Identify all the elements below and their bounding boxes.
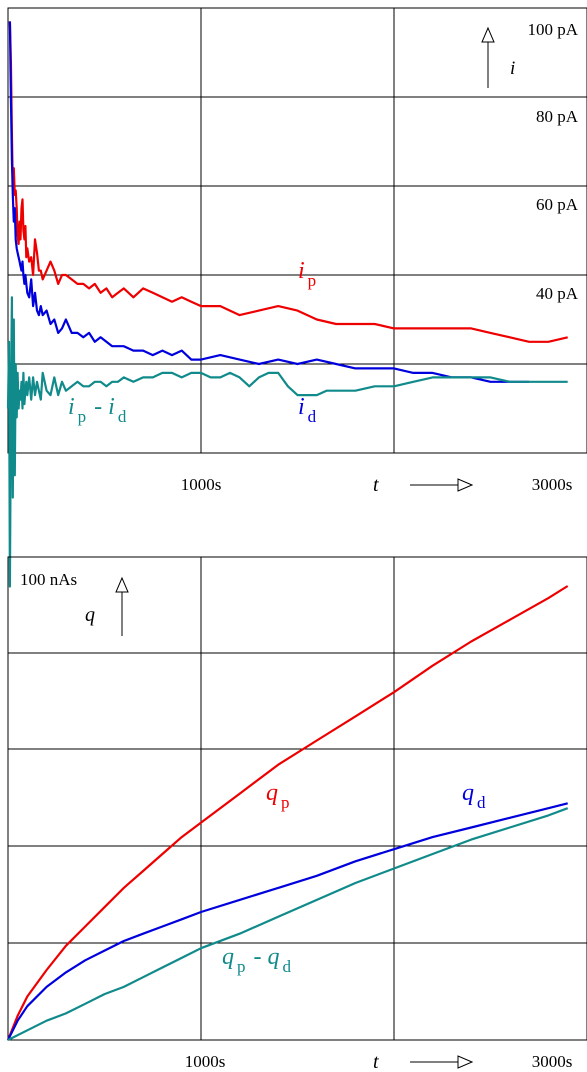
series-group: [6, 585, 569, 1041]
y-axis-arrow-icon: [481, 26, 495, 88]
series-line-q-p: [6, 585, 569, 1041]
y-axis-symbol: q: [85, 604, 95, 626]
x-tick-label: 3000s: [532, 475, 573, 494]
series-line-i-p-i-d: [6, 296, 568, 588]
y-tick-label: 60 pA: [536, 195, 579, 214]
current-chart: 100 pA 80 pA 60 pA 40 pA i 1000s 3000s t…: [6, 7, 587, 588]
x-axis-symbol: t: [373, 474, 379, 496]
series-group: [6, 21, 568, 588]
x-axis-arrow-icon: [410, 478, 474, 492]
plot-frame: [7, 556, 587, 1041]
y-tick-label: 100 pA: [527, 20, 578, 39]
x-axis-symbol: t: [373, 1051, 379, 1072]
series-line-q-d: [7, 802, 568, 1041]
y-tick-label: 40 pA: [536, 284, 579, 303]
plot-frame: [7, 7, 587, 454]
x-tick-label: 1000s: [181, 475, 222, 494]
series-line-q-p-q-d: [7, 807, 569, 1041]
y-tick-label: 100 nAs: [20, 570, 77, 589]
x-tick-label: 1000s: [185, 1052, 226, 1071]
y-tick-label: 80 pA: [536, 107, 579, 126]
series-line-i-p: [8, 21, 568, 343]
grid: [7, 556, 587, 1041]
grid: [7, 7, 587, 454]
x-axis-arrow-icon: [410, 1055, 474, 1069]
y-axis-arrow-icon: [115, 576, 129, 636]
x-tick-label: 3000s: [532, 1052, 573, 1071]
y-axis-symbol: i: [510, 58, 515, 79]
series-line-i-d: [8, 21, 530, 383]
